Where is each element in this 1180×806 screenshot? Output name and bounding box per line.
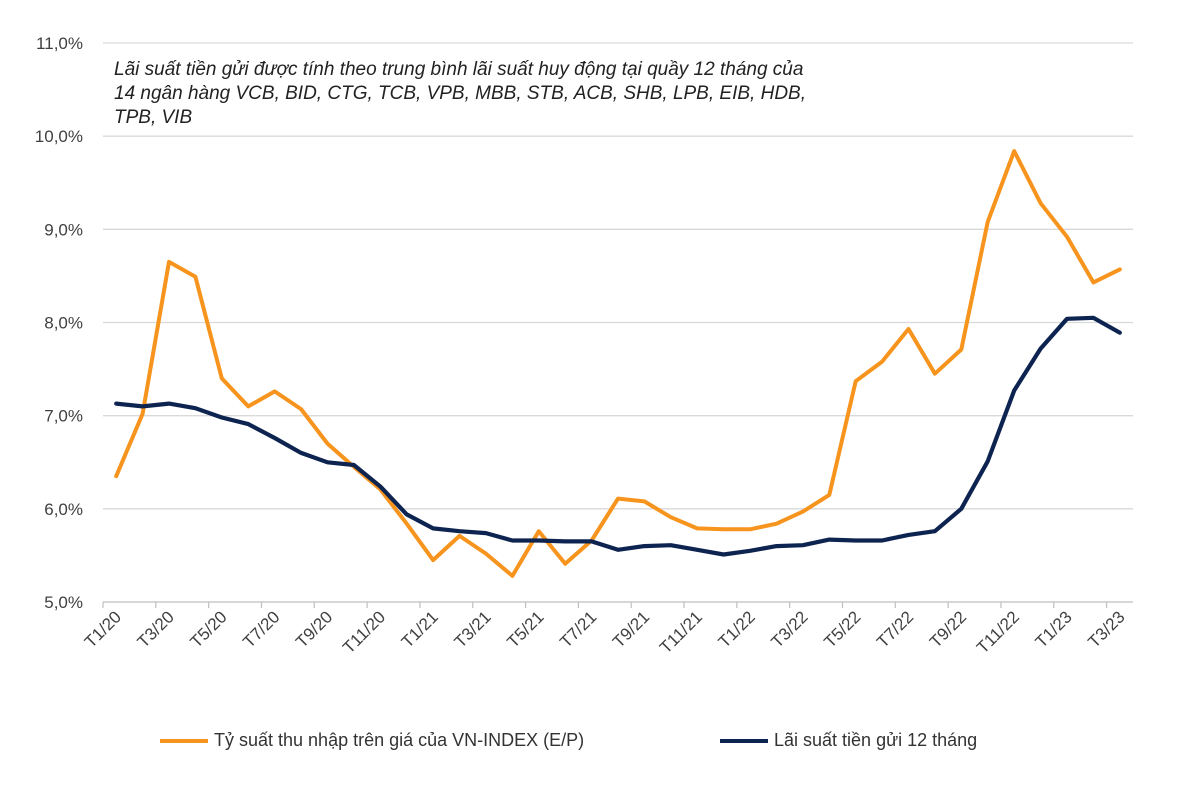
x-tick-label: T9/22	[926, 607, 970, 651]
y-axis-ticks: 5,0% 6,0% 7,0% 8,0% 9,0% 10,0% 11,0%	[35, 34, 83, 612]
legend: Tỷ suất thu nhập trên giá của VN-INDEX (…	[0, 730, 1180, 760]
chart-note: Lãi suất tiền gửi được tính theo trung b…	[114, 59, 806, 128]
x-tick-label: T3/22	[768, 607, 812, 651]
series-line-deposit-rate	[114, 315, 1122, 557]
y-tick-label: 10,0%	[35, 127, 83, 146]
x-axis: T1/20 T3/20 T5/20 T7/20 T9/20 T11/20 T1/21 T3/2…	[81, 601, 1133, 657]
x-tick-label: T5/22	[820, 607, 864, 651]
x-tick-label: T1/21	[398, 607, 442, 651]
x-tick-label: T5/20	[186, 607, 230, 651]
x-tick-label: T7/22	[873, 607, 917, 651]
legend-label-ep: Tỷ suất thu nhập trên giá của VN-INDEX (…	[214, 730, 585, 750]
x-tick-label: T7/21	[556, 607, 600, 651]
y-tick-label: 8,0%	[44, 314, 83, 333]
y-tick-label: 7,0%	[44, 407, 83, 426]
x-tick-label: T11/21	[656, 607, 706, 657]
x-tick-label: T9/21	[609, 607, 653, 651]
legend-swatch-deposit-rate	[720, 738, 768, 743]
legend-item-ep: Tỷ suất thu nhập trên giá của VN-INDEX (…	[160, 730, 584, 751]
x-tick-label: T1/22	[715, 607, 759, 651]
series-lines	[114, 149, 1122, 578]
x-tick-label: T1/23	[1032, 607, 1076, 651]
y-tick-label: 6,0%	[44, 500, 83, 519]
legend-item-deposit-rate: Lãi suất tiền gửi 12 tháng	[720, 730, 977, 751]
x-tick-label: T9/20	[292, 607, 336, 651]
x-tick-label: T11/22	[973, 607, 1023, 657]
x-tick-label: T11/20	[339, 607, 389, 657]
x-tick-label: T5/21	[503, 607, 547, 651]
x-tick-label: T3/20	[134, 607, 178, 651]
series-line-ep	[114, 149, 1122, 578]
x-tick-label: T7/20	[239, 607, 283, 651]
legend-swatch-ep	[160, 738, 208, 743]
x-tick-label: T3/23	[1084, 607, 1128, 651]
y-tick-label: 9,0%	[44, 220, 83, 239]
x-tick-label: T1/20	[81, 607, 125, 651]
x-tick-label: T3/21	[451, 607, 495, 651]
y-tick-label: 5,0%	[44, 593, 83, 612]
legend-label-deposit-rate: Lãi suất tiền gửi 12 tháng	[774, 730, 978, 750]
y-tick-label: 11,0%	[36, 34, 83, 53]
